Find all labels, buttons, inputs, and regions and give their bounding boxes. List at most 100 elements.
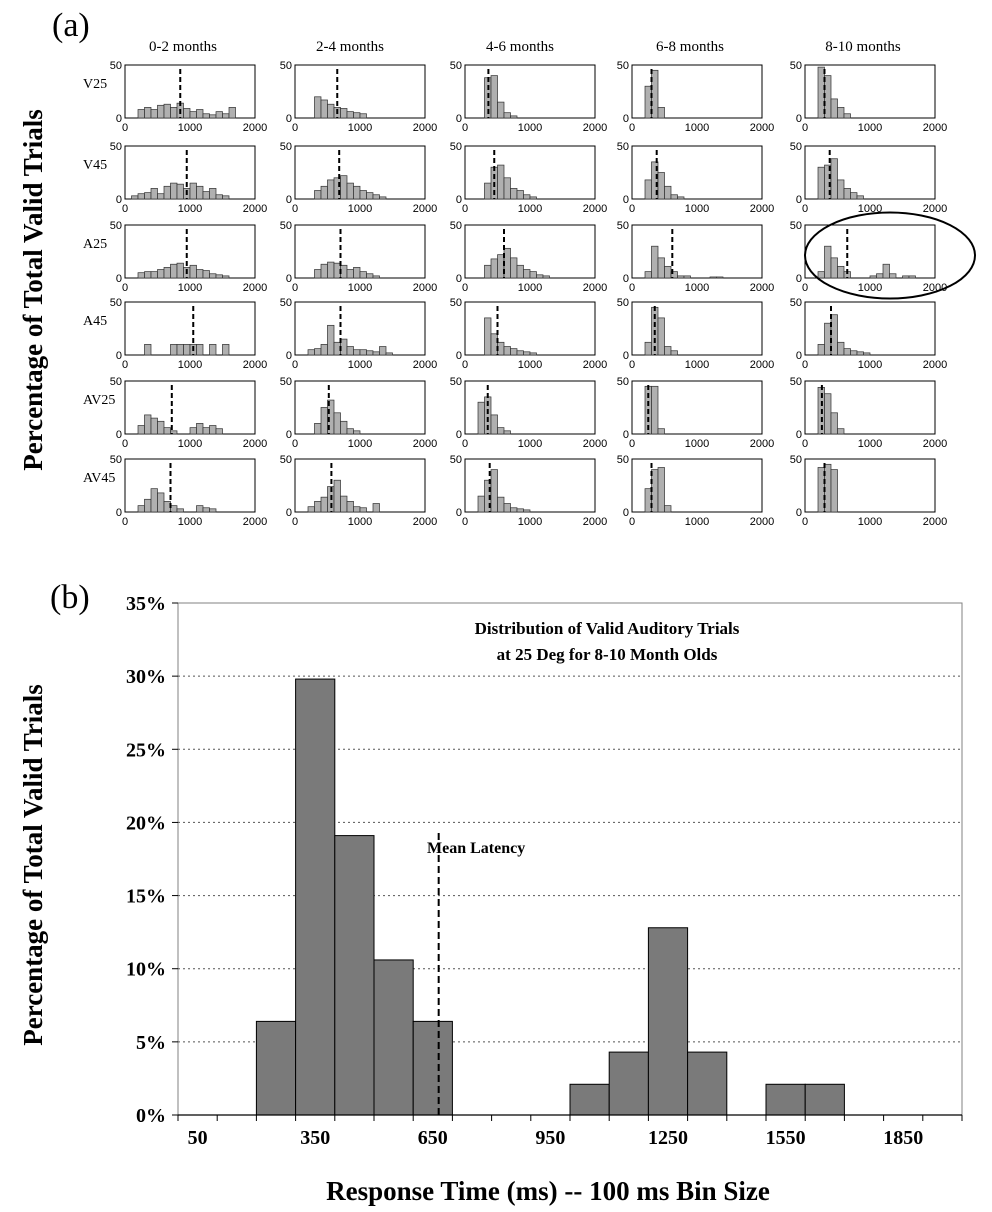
histogram-bar <box>664 505 672 513</box>
histogram-bar <box>189 111 197 119</box>
histogram-bar <box>644 488 652 513</box>
x-tick-label: 2000 <box>583 122 607 134</box>
x-tick-label: 1000 <box>858 122 882 134</box>
histogram-bar <box>137 272 145 279</box>
histogram-bar <box>817 344 825 356</box>
histogram-bar <box>608 1051 649 1116</box>
histogram-bar <box>209 188 217 200</box>
x-tick-label: 1000 <box>348 122 372 134</box>
y-tick-label: 0 <box>116 350 122 362</box>
histogram-bar <box>137 193 145 200</box>
y-tick-label: 0 <box>286 507 292 519</box>
y-tick-label: 50 <box>617 220 629 232</box>
histogram-bar <box>215 428 223 435</box>
histogram-bar <box>664 265 672 279</box>
histogram-bars <box>255 678 845 1116</box>
histogram-bar <box>657 317 665 356</box>
histogram-bar <box>484 182 492 200</box>
y-tick-label: 0 <box>286 194 292 206</box>
x-tick-label: 2000 <box>750 438 774 450</box>
histogram-bar <box>320 496 328 513</box>
x-tick-label: 2000 <box>413 438 437 450</box>
panel-b-label: (b) <box>50 579 90 616</box>
histogram-bar <box>497 164 505 200</box>
y-tick-label: 50 <box>617 60 629 72</box>
histogram-bar <box>176 344 184 356</box>
x-tick-label: 0 <box>802 438 808 450</box>
histogram-bar <box>359 113 367 119</box>
y-tick-label: 0 <box>623 429 629 441</box>
histogram-bar <box>490 258 498 279</box>
x-tick-label: 1000 <box>685 203 709 215</box>
y-tick-label: 50 <box>790 297 802 309</box>
histogram-bar <box>824 393 832 435</box>
histogram-bar <box>379 196 387 200</box>
x-tick-label: 1000 <box>178 359 202 371</box>
histogram-bar <box>542 275 550 279</box>
y-tick-label: 50 <box>450 454 462 466</box>
histogram-bar <box>183 108 191 119</box>
x-tick-label: 0 <box>629 122 635 134</box>
histogram-bar <box>670 350 678 356</box>
x-tick-label: 2000 <box>750 122 774 134</box>
histogram-bar <box>215 274 223 279</box>
x-tick-label: 2000 <box>243 282 267 294</box>
cell-frame <box>294 301 426 356</box>
histogram-bar <box>856 195 864 200</box>
y-tick-label: 0 <box>623 113 629 125</box>
y-tick-label: 50 <box>790 376 802 388</box>
x-tick-label: 0 <box>629 359 635 371</box>
y-tick-label: 50 <box>790 60 802 72</box>
histogram-bar <box>150 271 158 279</box>
y-axis-ticks: 0% 5% 10% 15% 20% 25% 30% 35% <box>126 593 178 1127</box>
histogram-bar <box>837 428 845 435</box>
histogram-bar <box>503 177 511 200</box>
y-tick-label: 0 <box>796 350 802 362</box>
x-tick-label: 0 <box>802 282 808 294</box>
histogram-bar <box>837 265 845 279</box>
y-tick-label: 0 <box>456 507 462 519</box>
x-tick-label: 1850 <box>883 1127 923 1149</box>
histogram-bar <box>490 414 498 435</box>
y-tick-label: 50 <box>110 60 122 72</box>
column-label: 8-10 months <box>825 39 901 55</box>
histogram-bar <box>843 188 851 200</box>
histogram-bar <box>202 507 210 513</box>
y-tick-label: 50 <box>450 297 462 309</box>
histogram-bar <box>817 166 825 200</box>
histogram-bar <box>651 245 659 279</box>
histogram-bar <box>510 348 518 356</box>
histogram-bar <box>353 185 361 200</box>
histogram-bar <box>150 188 158 200</box>
histogram-bar <box>202 270 210 279</box>
x-tick-label: 2000 <box>243 516 267 528</box>
y-tick-label: 50 <box>450 141 462 153</box>
histogram-bar <box>157 104 165 119</box>
y-tick-label: 50 <box>280 454 292 466</box>
histogram-bar <box>503 346 511 356</box>
x-tick-label: 0 <box>462 438 468 450</box>
histogram-bar <box>516 264 524 279</box>
y-tick-label: 0 <box>796 429 802 441</box>
panel-a-ylabel: Percentage of Total Valid Trials <box>18 109 48 471</box>
histogram-bar <box>196 269 204 279</box>
histogram-bar <box>644 179 652 200</box>
highlight-ellipse <box>804 211 976 300</box>
histogram-bar <box>523 194 531 200</box>
histogram-bar <box>215 194 223 200</box>
row-label: AV25 <box>83 393 115 408</box>
y-tick-label: 10% <box>126 959 166 981</box>
x-tick-label: 2000 <box>583 282 607 294</box>
histogram-bar <box>657 428 665 435</box>
y-tick-label: 0 <box>796 507 802 519</box>
x-tick-label: 1000 <box>178 438 202 450</box>
x-axis-ticks: 50 350 650 950 1250 1550 1850 <box>177 1114 963 1149</box>
histogram-bar <box>144 344 152 356</box>
x-tick-label: 1000 <box>858 438 882 450</box>
x-tick-label: 1000 <box>518 516 542 528</box>
histogram-bar <box>516 350 524 356</box>
